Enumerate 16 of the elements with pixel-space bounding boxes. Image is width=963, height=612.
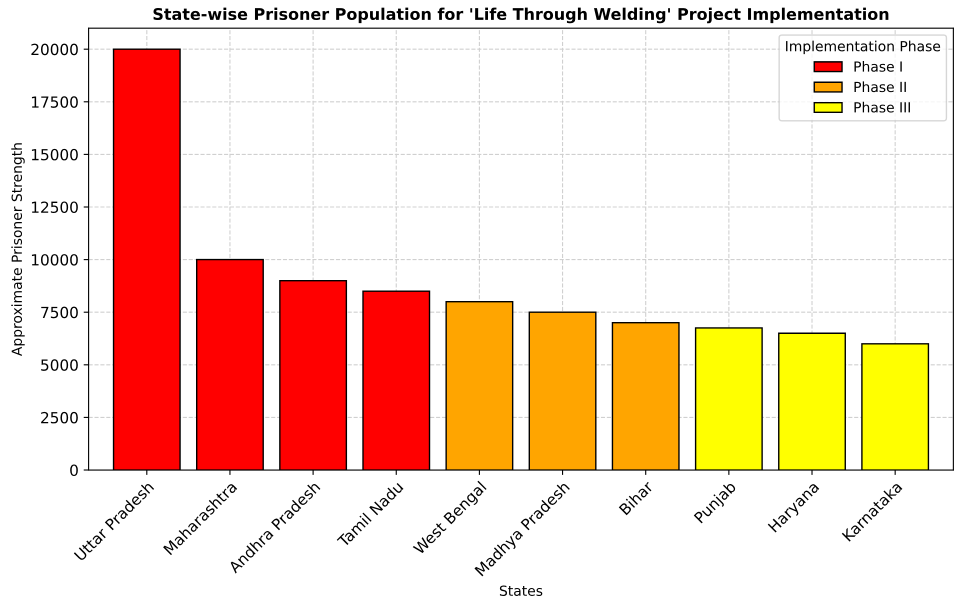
y-tick-label: 12500 [32,201,78,214]
legend-title: Implementation Phase [786,40,940,54]
y-tick-label: 15000 [32,148,78,160]
y-tick-label: 2500 [41,412,78,424]
x-axis-title: States [500,585,542,596]
legend-label: Phase I [854,61,902,72]
y-tick-label: 7500 [41,306,78,318]
y-tick-label: 5000 [41,359,78,371]
legend-label: Phase II [854,81,906,92]
legend-label: Phase III [854,102,910,113]
y-tick-label: 17500 [32,96,78,108]
y-tick-label: 0 [70,464,78,476]
y-tick-label: 10000 [32,254,78,266]
y-axis-title: Approximate Prisoner Strength [11,143,25,356]
y-tick-label: 20000 [31,44,78,56]
chart-title: State-wise Prisoner Population for 'Life Through Welding' Project Implementation [154,8,888,24]
